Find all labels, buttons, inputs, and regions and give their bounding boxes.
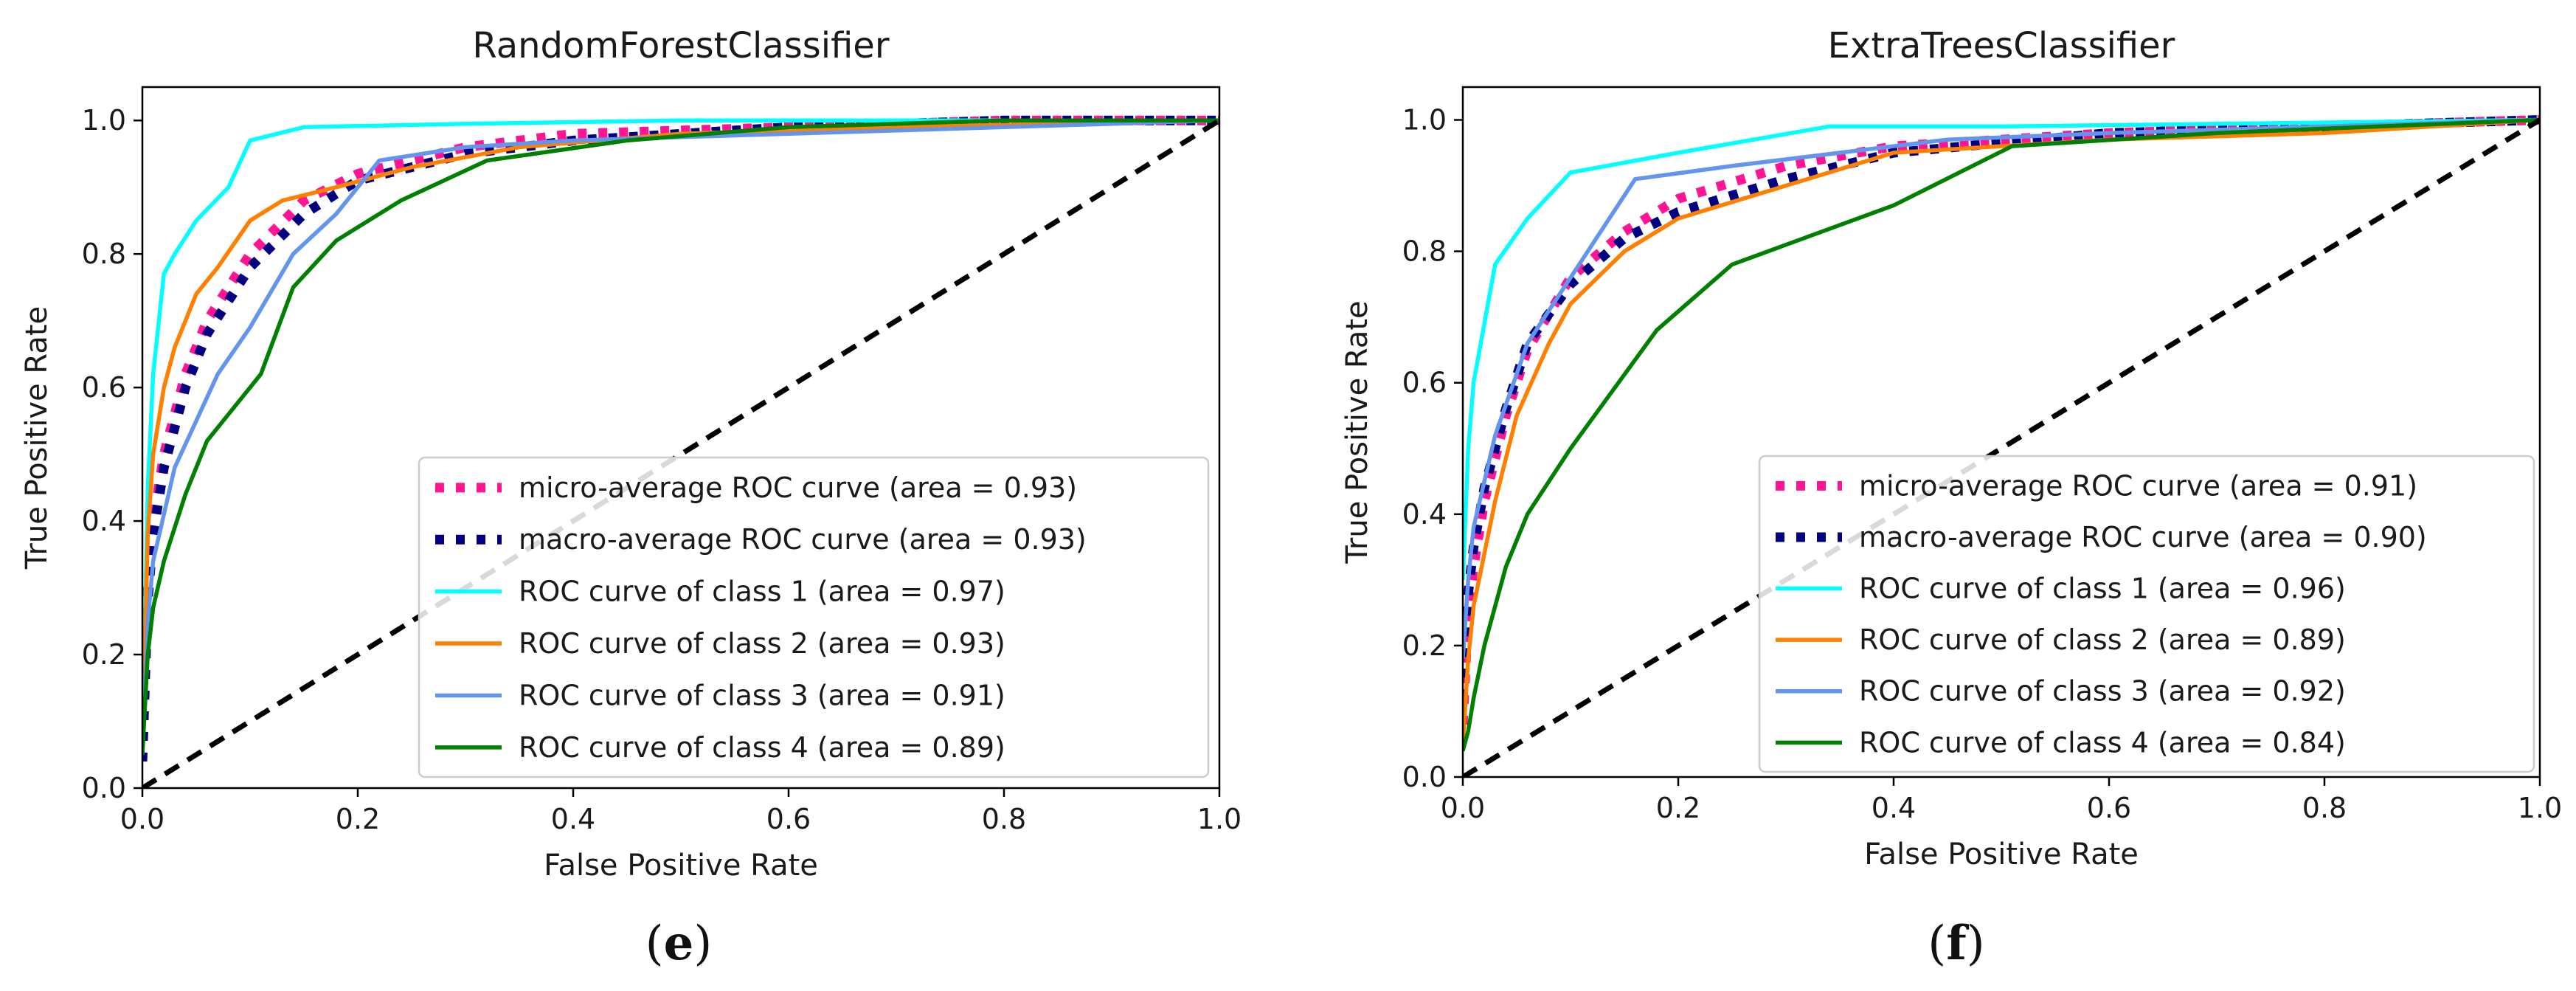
- y-tick-label: 0.8: [82, 238, 126, 270]
- y-tick-label: 0.2: [1402, 629, 1447, 662]
- y-tick-label: 0.6: [1402, 367, 1447, 399]
- panel-label-close: ): [1967, 916, 1985, 971]
- y-axis-label: True Positive Rate: [1340, 300, 1374, 564]
- panel-label: (e): [645, 916, 713, 971]
- roc-line-5: [142, 118, 1219, 755]
- x-tick-label: 0.6: [2087, 792, 2131, 824]
- panel-label: (f): [1928, 916, 1984, 971]
- x-axis-label: False Positive Rate: [1864, 838, 2139, 871]
- legend-entry: ROC curve of class 4 (area = 0.84): [1859, 726, 2346, 759]
- legend-entry: ROC curve of class 1 (area = 0.97): [519, 576, 1005, 608]
- y-tick-label: 1.0: [82, 104, 126, 137]
- chart-title: ExtraTreesClassifier: [1828, 25, 2175, 66]
- chart-title: RandomForestClassifier: [472, 25, 889, 66]
- legend-entry: ROC curve of class 2 (area = 0.93): [519, 627, 1005, 660]
- panel-label-close: ): [693, 916, 712, 971]
- y-tick-label: 0.0: [82, 772, 126, 804]
- y-tick-label: 0.6: [82, 371, 126, 404]
- roc-line-4: [1463, 117, 2540, 659]
- y-tick-label: 0.4: [1402, 498, 1447, 531]
- x-tick-label: 0.6: [766, 803, 811, 835]
- x-axis-label: False Positive Rate: [544, 849, 818, 883]
- x-tick-label: 0.4: [1872, 792, 1916, 824]
- chance-line: [1463, 117, 2540, 777]
- y-tick-label: 1.0: [1402, 104, 1447, 137]
- legend-entry: micro-average ROC curve (area = 0.91): [1859, 469, 2417, 502]
- x-tick-label: 1.0: [2518, 792, 2562, 824]
- roc-line-2: [1463, 117, 2540, 581]
- chart-panel-e: RandomForestClassifier 0.0 0.2 0.4 0.6 0.8 1.0…: [20, 25, 1242, 971]
- x-tick-label: 0.8: [982, 803, 1026, 835]
- x-tick-label: 0.4: [551, 803, 595, 835]
- legend-entry: ROC curve of class 3 (area = 0.91): [519, 679, 1005, 711]
- legend: micro-average ROC curve (area = 0.91) mac…: [1758, 455, 2535, 773]
- legend-entry: micro-average ROC curve (area = 0.93): [519, 472, 1077, 504]
- x-tick-label: 0.2: [336, 803, 380, 835]
- y-tick-label: 0.2: [82, 638, 126, 671]
- x-tick-label: 0.0: [1441, 792, 1485, 824]
- series-group: [1463, 115, 2540, 777]
- chart-panel-f: ExtraTreesClassifier 0.0 0.2 0.4 0.6 0.8 1.0 0.…: [1340, 25, 2562, 971]
- x-tick-label: 0.0: [120, 803, 165, 835]
- legend-entry: ROC curve of class 3 (area = 0.92): [1859, 675, 2346, 708]
- x-tick-label: 0.2: [1656, 792, 1700, 824]
- x-tick-label: 1.0: [1197, 803, 1242, 835]
- legend-entry: ROC curve of class 1 (area = 0.96): [1859, 573, 2346, 605]
- legend-entry: macro-average ROC curve (area = 0.93): [519, 523, 1087, 556]
- legend-entry: ROC curve of class 2 (area = 0.89): [1859, 624, 2346, 656]
- y-axis-label: True Positive Rate: [20, 306, 54, 570]
- panel-label-letter: e: [664, 916, 694, 971]
- x-tick-label: 0.8: [2302, 792, 2347, 824]
- y-tick-label: 0.8: [1402, 235, 1447, 268]
- panel-label-letter: f: [1946, 916, 1969, 971]
- legend: micro-average ROC curve (area = 0.93) mac…: [418, 456, 1210, 778]
- plot-frame: [141, 86, 1221, 790]
- roc-line-4: [142, 118, 1219, 755]
- series-group: [142, 115, 1219, 788]
- roc-line-2: [142, 118, 1219, 755]
- panel-label-open: (: [645, 916, 664, 971]
- y-tick-label: 0.0: [1402, 761, 1447, 793]
- y-tick-label: 0.4: [82, 505, 126, 537]
- legend-box: [418, 456, 1210, 778]
- plot-frame: [1461, 86, 2541, 778]
- legend-entry: macro-average ROC curve (area = 0.90): [1859, 521, 2427, 553]
- roc-line-5: [1463, 117, 2540, 752]
- legend-box: [1758, 455, 2535, 773]
- roc-line-0: [1463, 115, 2540, 725]
- panel-label-open: (: [1928, 916, 1946, 971]
- legend-entry: ROC curve of class 4 (area = 0.89): [519, 731, 1005, 764]
